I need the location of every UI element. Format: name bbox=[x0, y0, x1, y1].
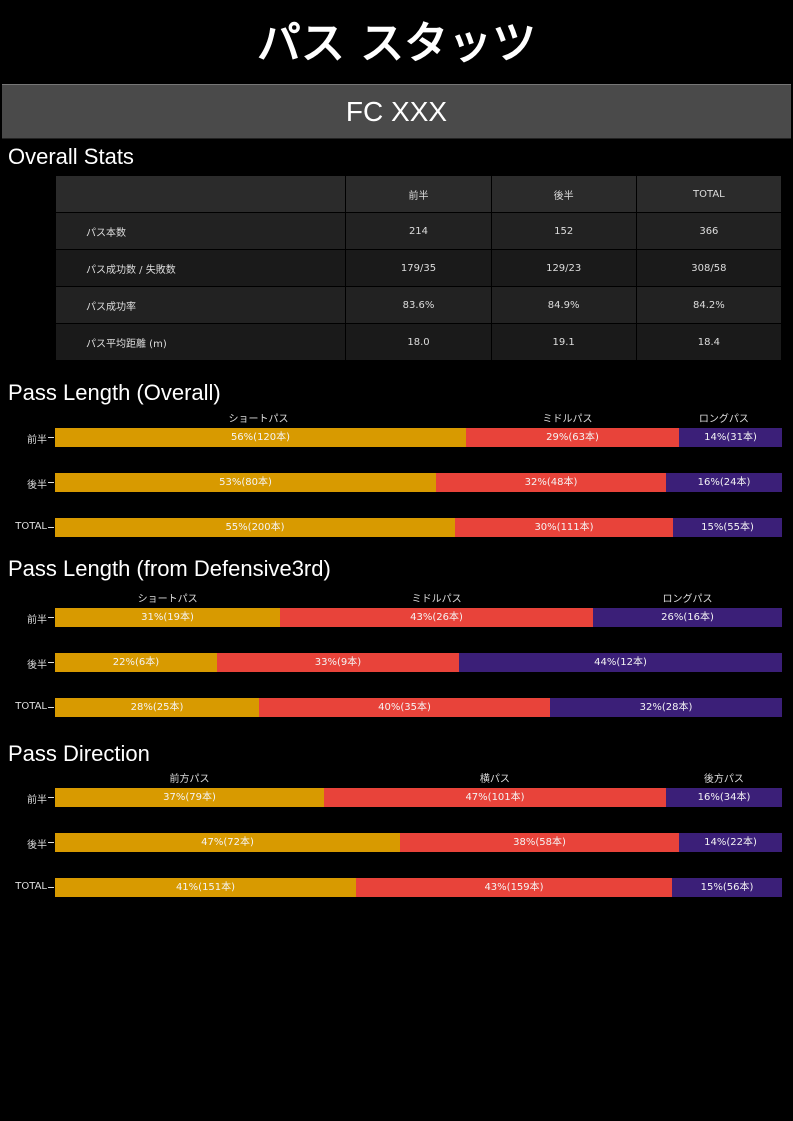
table-cell: 83.6% bbox=[345, 286, 492, 324]
row-label: TOTAL bbox=[15, 881, 47, 892]
bar-segment: 15%(56本) bbox=[672, 878, 782, 897]
table-row: パス平均距離 (m) 18.0 19.1 18.4 bbox=[54, 323, 783, 361]
row-label: 前半 bbox=[27, 795, 47, 806]
axis-tick bbox=[48, 437, 54, 438]
bar-segment: 53%(80本) bbox=[55, 473, 436, 492]
bar-segment: 43%(159本) bbox=[356, 878, 672, 897]
bar-segment: 44%(12本) bbox=[459, 653, 782, 672]
bar-segment: 15%(55本) bbox=[673, 518, 782, 537]
row-label: 後半 bbox=[27, 480, 47, 491]
row-label-avg-distance: パス平均距離 (m) bbox=[54, 323, 347, 361]
stacked-bar: 56%(120本) 29%(63本) 14%(31本) bbox=[55, 428, 782, 447]
table-row: パス本数 214 152 366 bbox=[54, 212, 783, 250]
row-label: TOTAL bbox=[15, 521, 47, 532]
pass-length-overall-chart: ショートパス ミドルパス ロングパス前半 56%(120本) 29%(63本) 14%(3… bbox=[0, 406, 793, 542]
overall-stats-title: Overall Stats bbox=[8, 144, 134, 169]
axis-tick bbox=[48, 617, 54, 618]
pass-direction-chart: 前方パス 横パス 後方パス前半 37%(79本) 47%(101本) 16%(34本) 後半… bbox=[0, 766, 793, 902]
legend-label: ショートパス bbox=[137, 594, 198, 605]
axis-tick bbox=[48, 842, 54, 843]
table-header-second-half: 後半 bbox=[490, 175, 637, 213]
row-label-success-rate: パス成功率 bbox=[54, 286, 347, 324]
pass-length-overall-title: Pass Length (Overall) bbox=[8, 380, 221, 405]
axis-tick bbox=[48, 527, 54, 528]
bar-segment: 43%(26本) bbox=[280, 608, 593, 627]
bar-segment: 31%(19本) bbox=[55, 608, 280, 627]
bar-segment: 26%(16本) bbox=[593, 608, 782, 627]
legend-label: ロングパス bbox=[698, 414, 749, 425]
legend-label: 横パス bbox=[479, 774, 510, 785]
bar-segment: 56%(120本) bbox=[55, 428, 466, 447]
stacked-bar: 55%(200本) 30%(111本) 15%(55本) bbox=[55, 518, 782, 537]
legend-label: ショートパス bbox=[228, 414, 289, 425]
table-cell: 152 bbox=[490, 212, 637, 250]
bar-segment: 32%(28本) bbox=[550, 698, 782, 717]
bar-segment: 40%(35本) bbox=[259, 698, 550, 717]
bar-segment: 28%(25本) bbox=[55, 698, 259, 717]
table-header-empty bbox=[54, 175, 347, 213]
axis-tick bbox=[48, 887, 54, 888]
overall-stats-table: 前半 後半 TOTAL パス本数 214 152 366 パス成功数 / 失敗数… bbox=[54, 175, 783, 361]
bar-segment: 14%(31本) bbox=[679, 428, 782, 447]
table-cell: 129/23 bbox=[490, 249, 637, 287]
legend-label: ロングパス bbox=[662, 594, 713, 605]
axis-tick bbox=[48, 707, 54, 708]
table-cell: 84.9% bbox=[490, 286, 637, 324]
pass-direction-title: Pass Direction bbox=[8, 741, 150, 766]
team-name-banner: FC XXX bbox=[2, 84, 791, 139]
table-header-row: 前半 後半 TOTAL bbox=[54, 175, 783, 213]
stacked-bar: 28%(25本) 40%(35本) 32%(28本) bbox=[55, 698, 782, 717]
bar-segment: 55%(200本) bbox=[55, 518, 455, 537]
table-cell: 18.0 bbox=[345, 323, 492, 361]
bar-segment: 41%(151本) bbox=[55, 878, 356, 897]
stacked-bar: 53%(80本) 32%(48本) 16%(24本) bbox=[55, 473, 782, 492]
bar-segment: 47%(72本) bbox=[55, 833, 400, 852]
stacked-bar: 22%(6本) 33%(9本) 44%(12本) bbox=[55, 653, 782, 672]
bar-segment: 16%(24本) bbox=[666, 473, 782, 492]
legend-label: ミドルパス bbox=[411, 594, 462, 605]
stacked-bar: 37%(79本) 47%(101本) 16%(34本) bbox=[55, 788, 782, 807]
legend-label: ミドルパス bbox=[542, 414, 593, 425]
bar-segment: 30%(111本) bbox=[455, 518, 673, 537]
table-cell: 214 bbox=[345, 212, 492, 250]
pass-length-defensive-title: Pass Length (from Defensive3rd) bbox=[8, 556, 331, 581]
axis-tick bbox=[48, 662, 54, 663]
table-row: パス成功率 83.6% 84.9% 84.2% bbox=[54, 286, 783, 324]
legend-label: 後方パス bbox=[703, 774, 744, 785]
bar-segment: 47%(101本) bbox=[324, 788, 666, 807]
bar-segment: 32%(48本) bbox=[436, 473, 666, 492]
row-label: 前半 bbox=[27, 435, 47, 446]
axis-tick bbox=[48, 482, 54, 483]
axis-tick bbox=[48, 797, 54, 798]
stacked-bar: 41%(151本) 43%(159本) 15%(56本) bbox=[55, 878, 782, 897]
page-title: パス スタッツ bbox=[256, 18, 537, 69]
stacked-bar: 31%(19本) 43%(26本) 26%(16本) bbox=[55, 608, 782, 627]
bar-segment: 29%(63本) bbox=[466, 428, 679, 447]
bar-segment: 37%(79本) bbox=[55, 788, 324, 807]
table-cell: 84.2% bbox=[635, 286, 783, 324]
bar-segment: 16%(34本) bbox=[666, 788, 782, 807]
pass-length-defensive-chart: ショートパス ミドルパス ロングパス前半 31%(19本) 43%(26本) 26%(16… bbox=[0, 586, 793, 722]
table-row: パス成功数 / 失敗数 179/35 129/23 308/58 bbox=[54, 249, 783, 287]
table-header-first-half: 前半 bbox=[345, 175, 492, 213]
table-cell: 19.1 bbox=[490, 323, 637, 361]
row-label-success-fail: パス成功数 / 失敗数 bbox=[54, 249, 347, 287]
table-cell: 366 bbox=[635, 212, 783, 250]
row-label: 後半 bbox=[27, 840, 47, 851]
row-label: TOTAL bbox=[15, 701, 47, 712]
table-cell: 308/58 bbox=[635, 249, 783, 287]
bar-segment: 33%(9本) bbox=[217, 653, 459, 672]
table-cell: 18.4 bbox=[635, 323, 783, 361]
table-header-total: TOTAL bbox=[635, 175, 783, 213]
bar-segment: 22%(6本) bbox=[55, 653, 217, 672]
stacked-bar: 47%(72本) 38%(58本) 14%(22本) bbox=[55, 833, 782, 852]
row-label-pass-count: パス本数 bbox=[54, 212, 347, 250]
table-cell: 179/35 bbox=[345, 249, 492, 287]
bar-segment: 38%(58本) bbox=[400, 833, 679, 852]
row-label: 後半 bbox=[27, 660, 47, 671]
legend-label: 前方パス bbox=[169, 774, 210, 785]
bar-segment: 14%(22本) bbox=[679, 833, 782, 852]
row-label: 前半 bbox=[27, 615, 47, 626]
